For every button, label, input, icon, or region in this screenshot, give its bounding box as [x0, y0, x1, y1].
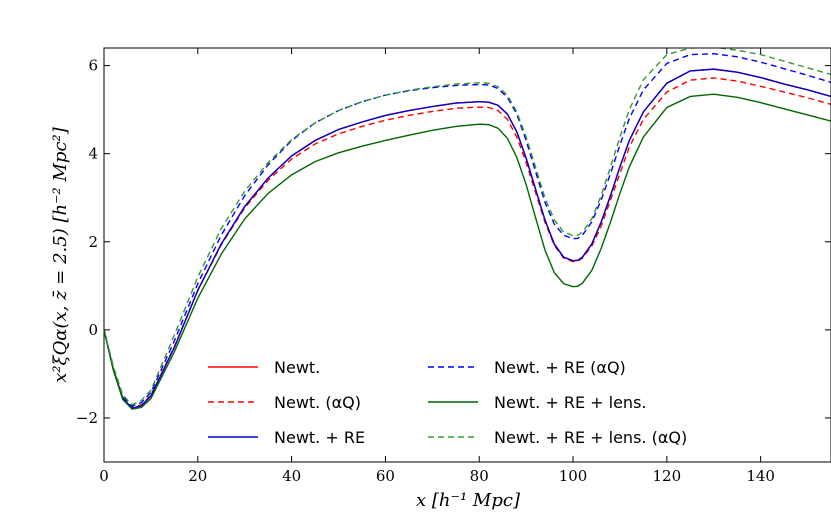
legend-label-0: Newt. — [274, 358, 320, 377]
y-tick-label: 4 — [88, 145, 98, 163]
legend-label-5: Newt. + RE + lens. (αQ) — [494, 428, 687, 447]
series-line-1 — [104, 77, 831, 409]
x-tick-label: 140 — [746, 467, 775, 485]
x-tick-label: 80 — [470, 467, 489, 485]
plot-background — [104, 48, 831, 462]
series-line-4 — [104, 93, 831, 410]
x-tick-label: 100 — [559, 467, 588, 485]
legend-label-1: Newt. (αQ) — [274, 393, 361, 412]
x-tick-label: 0 — [99, 467, 109, 485]
legend-label-3: Newt. + RE (αQ) — [494, 358, 626, 377]
plot-frame — [103, 47, 831, 463]
y-tick-label: 0 — [88, 321, 98, 339]
legend: Newt. Newt. (αQ) Newt. + RE Newt. + RE (αQ)… — [208, 358, 687, 447]
y-tick-label: 2 — [88, 233, 98, 251]
ticks-layer: 0 20 40 60 80 100 120 140 −2 0 2 4 6 — [76, 48, 831, 485]
x-tick-label: 60 — [376, 467, 395, 485]
y-tick-label: −2 — [76, 409, 98, 427]
series-line-2 — [104, 68, 831, 410]
series-layer — [104, 48, 831, 410]
legend-label-2: Newt. + RE — [274, 428, 365, 447]
series-line-3 — [104, 53, 831, 407]
y-tick-label: 6 — [88, 57, 98, 75]
series-line-5 — [104, 48, 831, 406]
x-tick-label: 20 — [188, 467, 207, 485]
legend-label-4: Newt. + RE + lens. — [494, 393, 647, 412]
y-axis-label: x²ξQα(x, z̄ = 2.5) [h⁻² Mpc²] — [50, 126, 71, 382]
x-axis-label: x [h⁻¹ Mpc] — [416, 490, 521, 511]
x-tick-label: 120 — [653, 467, 682, 485]
x-tick-label: 40 — [282, 467, 301, 485]
